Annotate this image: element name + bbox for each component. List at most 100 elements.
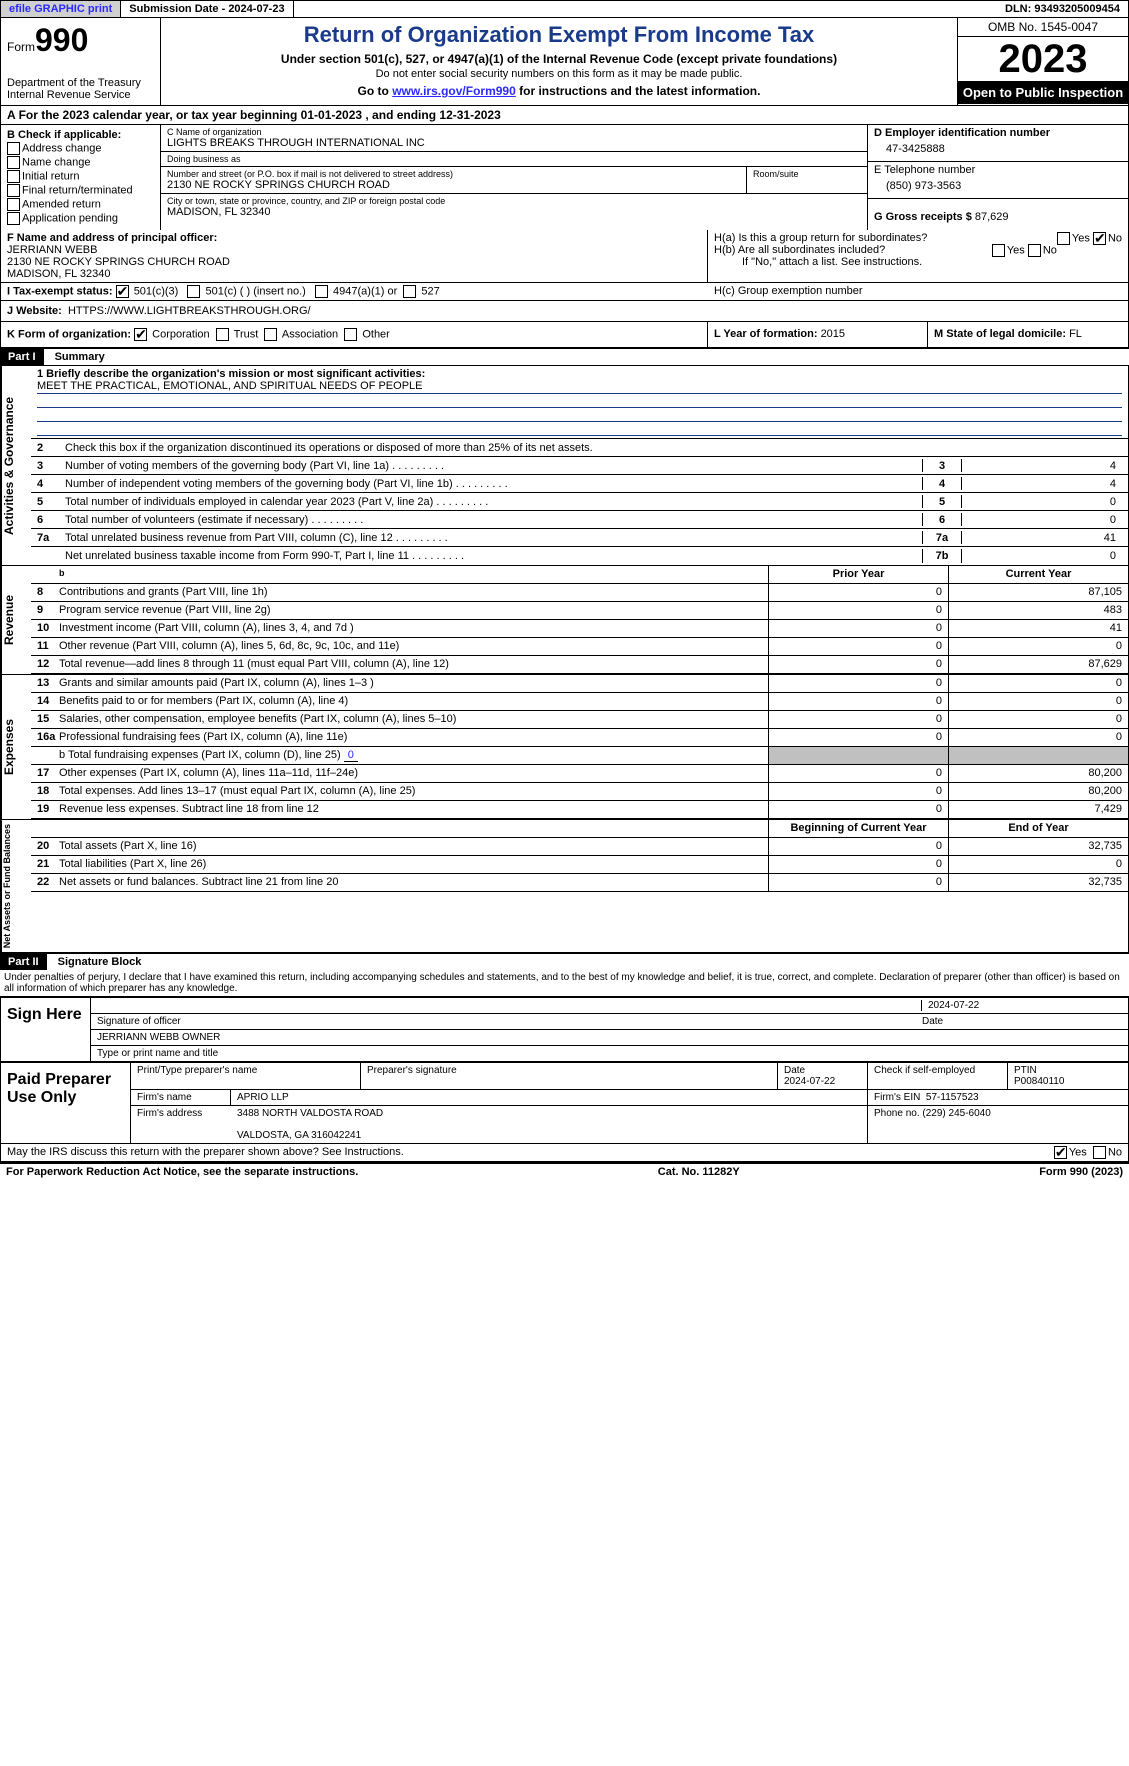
prior-year-hdr: Prior Year (768, 566, 948, 583)
chk-corp[interactable] (134, 328, 147, 341)
firm-ein: 57-1157523 (926, 1092, 979, 1103)
chk-501c3[interactable] (116, 285, 129, 298)
hb-note: If "No," attach a list. See instructions… (714, 256, 1122, 268)
chk-app-pending[interactable]: Application pending (7, 212, 154, 225)
discuss-no[interactable] (1093, 1146, 1106, 1159)
chk-501c[interactable] (187, 285, 200, 298)
street-value: 2130 NE ROCKY SPRINGS CHURCH ROAD (167, 179, 740, 191)
chk-final-return[interactable]: Final return/terminated (7, 184, 154, 197)
data-row-14: 14Benefits paid to or for members (Part … (31, 693, 1128, 711)
chk-initial-return[interactable]: Initial return (7, 170, 154, 183)
discuss-yes[interactable] (1054, 1146, 1067, 1159)
row-i-hc: I Tax-exempt status: 501(c)(3) 501(c) ( … (0, 283, 1129, 301)
officer-city: MADISON, FL 32340 (7, 268, 701, 280)
firm-phone: (229) 245-6040 (922, 1108, 990, 1119)
section-bcd: B Check if applicable: Address change Na… (0, 125, 1129, 230)
tax-year: 2023 (958, 37, 1128, 81)
chk-other[interactable] (344, 328, 357, 341)
rev-header-row: b Prior Year Current Year (31, 566, 1128, 584)
sig-officer-label: Signature of officer (97, 1016, 922, 1027)
subtitle-2: Do not enter social security numbers on … (167, 68, 951, 80)
i-label: I Tax-exempt status: (7, 285, 113, 297)
dln: DLN: 93493205009454 (997, 1, 1128, 17)
data-row-18: 18Total expenses. Add lines 13–17 (must … (31, 783, 1128, 801)
firm-addr-lbl: Firm's address (131, 1106, 231, 1143)
row-j-website: J Website: HTTPS://WWW.LIGHTBREAKSTHROUG… (0, 301, 1129, 322)
chk-address-change[interactable]: Address change (7, 142, 154, 155)
dba-label: Doing business as (167, 154, 861, 164)
chk-amended[interactable]: Amended return (7, 198, 154, 211)
col-b-checkboxes: B Check if applicable: Address change Na… (1, 125, 161, 230)
ha-no-chk[interactable] (1093, 232, 1106, 245)
officer-typed-label: Type or print name and title (91, 1046, 1128, 1061)
ha-row: H(a) Is this a group return for subordin… (714, 232, 1122, 244)
goto-post: for instructions and the latest informat… (516, 84, 761, 98)
prep-check: Check if self-employed (868, 1063, 1008, 1089)
city-value: MADISON, FL 32340 (167, 206, 861, 218)
curr-year-hdr: Current Year (948, 566, 1128, 583)
chk-name-change[interactable]: Name change (7, 156, 154, 169)
penalties-text: Under penalties of perjury, I declare th… (0, 970, 1129, 996)
chk-4947[interactable] (315, 285, 328, 298)
chk-527[interactable] (403, 285, 416, 298)
row-klm: K Form of organization: Corporation Trus… (0, 322, 1129, 349)
chk-assoc[interactable] (264, 328, 277, 341)
hb-no-chk[interactable] (1028, 244, 1041, 257)
discuss-row: May the IRS discuss this return with the… (0, 1144, 1129, 1162)
open-inspection: Open to Public Inspection (958, 81, 1128, 104)
j-label: J Website: (7, 305, 62, 317)
gov-row-7b: Net unrelated business taxable income fr… (31, 547, 1128, 565)
street-label: Number and street (or P.O. box if mail i… (167, 169, 740, 179)
k-label: K Form of organization: (7, 328, 131, 340)
tel-value: (850) 973-3563 (874, 176, 1122, 196)
l2-row: 2Check this box if the organization disc… (31, 439, 1128, 457)
irs-link[interactable]: www.irs.gov/Form990 (392, 84, 516, 98)
gross-label: G Gross receipts $ (874, 211, 975, 223)
chk-trust[interactable] (216, 328, 229, 341)
part1-label: Part I (0, 349, 44, 365)
officer-name: JERRIANN WEBB (7, 244, 701, 256)
col-d-ein-tel: D Employer identification number 47-3425… (868, 125, 1128, 230)
signature-block: Sign Here 2024-07-22 Signature of office… (0, 996, 1129, 1062)
section-revenue: Revenue b Prior Year Current Year 8Contr… (0, 566, 1129, 675)
efile-print-button[interactable]: efile GRAPHIC print (1, 1, 121, 17)
mission-text: MEET THE PRACTICAL, EMOTIONAL, AND SPIRI… (37, 380, 1122, 394)
gov-row-5: 5Total number of individuals employed in… (31, 493, 1128, 511)
data-row-20: 20Total assets (Part X, line 16)032,735 (31, 838, 1128, 856)
data-row-17: 17Other expenses (Part IX, column (A), l… (31, 765, 1128, 783)
submission-date: Submission Date - 2024-07-23 (121, 1, 293, 17)
org-name: LIGHTS BREAKS THROUGH INTERNATIONAL INC (167, 137, 861, 149)
form-word: Form (7, 40, 35, 54)
form-ref: Form 990 (2023) (1039, 1166, 1123, 1178)
cat-no: Cat. No. 11282Y (658, 1166, 740, 1178)
section-net-assets: Net Assets or Fund Balances Beginning of… (0, 820, 1129, 954)
net-header-row: Beginning of Current Year End of Year (31, 820, 1128, 838)
pra-notice: For Paperwork Reduction Act Notice, see … (6, 1166, 358, 1178)
col-c-org-info: C Name of organization LIGHTS BREAKS THR… (161, 125, 868, 230)
gov-row-6: 6Total number of volunteers (estimate if… (31, 511, 1128, 529)
officer-street: 2130 NE ROCKY SPRINGS CHURCH ROAD (7, 256, 701, 268)
gov-row-4: 4Number of independent voting members of… (31, 475, 1128, 493)
data-row-10: 10Investment income (Part VIII, column (… (31, 620, 1128, 638)
ha-yes-chk[interactable] (1057, 232, 1070, 245)
l-value: 2015 (821, 328, 845, 340)
l16b-row: b Total fundraising expenses (Part IX, c… (31, 747, 1128, 765)
omb-number: OMB No. 1545-0047 (958, 18, 1128, 37)
data-row-11: 11Other revenue (Part VIII, column (A), … (31, 638, 1128, 656)
form-header: Form990 Department of the Treasury Inter… (0, 18, 1129, 106)
data-row-13: 13Grants and similar amounts paid (Part … (31, 675, 1128, 693)
website-value: HTTPS://WWW.LIGHTBREAKSTHROUGH.ORG/ (68, 305, 311, 317)
data-row-22: 22Net assets or fund balances. Subtract … (31, 874, 1128, 892)
goto-pre: Go to (358, 84, 393, 98)
ptin-value: P00840110 (1014, 1076, 1064, 1087)
m-value: FL (1069, 328, 1082, 340)
gov-row-3: 3Number of voting members of the governi… (31, 457, 1128, 475)
part2-title: Signature Block (50, 954, 150, 970)
part1-title: Summary (47, 349, 113, 365)
officer-label: F Name and address of principal officer: (7, 232, 701, 244)
part2-label: Part II (0, 954, 47, 970)
hb-yes-chk[interactable] (992, 244, 1005, 257)
data-row-15: 15Salaries, other compensation, employee… (31, 711, 1128, 729)
data-row-12: 12Total revenue—add lines 8 through 11 (… (31, 656, 1128, 674)
officer-typed: JERRIANN WEBB OWNER (91, 1030, 1128, 1046)
